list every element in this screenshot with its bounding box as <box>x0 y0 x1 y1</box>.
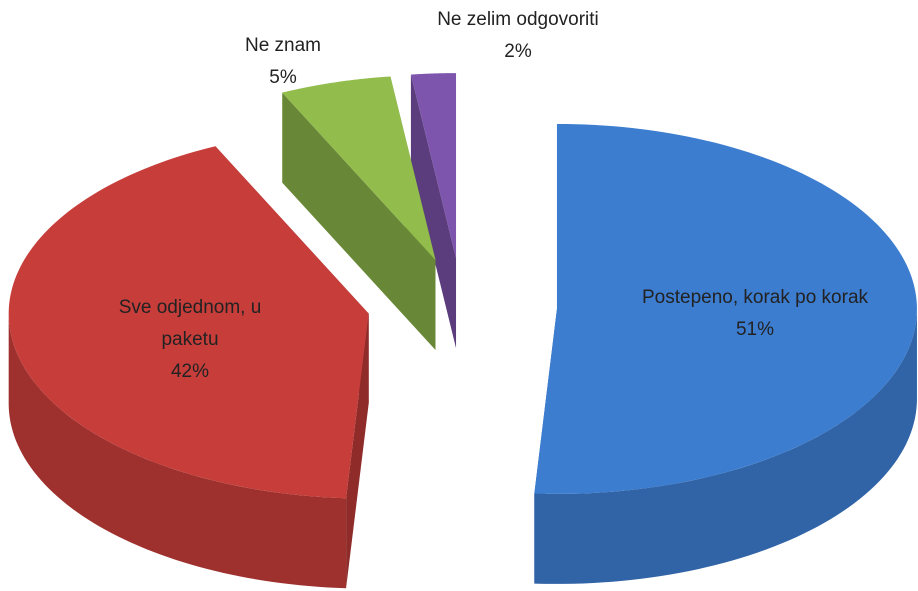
slice-side <box>534 308 917 584</box>
slice-wall <box>410 74 457 349</box>
category-label: Ne znam <box>244 35 322 56</box>
data-label: Postepeno, korak po korak 51% <box>635 282 875 346</box>
slice <box>410 73 457 349</box>
value-label: 42% <box>170 361 210 382</box>
slice <box>8 146 369 589</box>
slice-side <box>8 313 347 589</box>
value-label: 51% <box>735 319 775 340</box>
category-label: Postepeno, korak po korak <box>641 287 869 308</box>
data-label: Ne znam 5% <box>223 30 343 94</box>
slice-top <box>282 76 436 260</box>
data-label: Sve odjednom, u paketu 42% <box>95 292 285 388</box>
slice <box>534 123 917 584</box>
slice-top <box>410 73 457 259</box>
data-label: Ne zelim odgovoriti 2% <box>398 4 638 68</box>
slice-top <box>8 146 369 499</box>
value-label: 2% <box>504 41 532 62</box>
category-label: Sve odjednom, u paketu <box>118 297 262 350</box>
slice <box>282 76 436 350</box>
category-label: Ne zelim odgovoriti <box>437 9 599 30</box>
slice-top <box>534 123 917 494</box>
slice-wall <box>282 92 436 350</box>
value-label: 5% <box>269 67 297 88</box>
